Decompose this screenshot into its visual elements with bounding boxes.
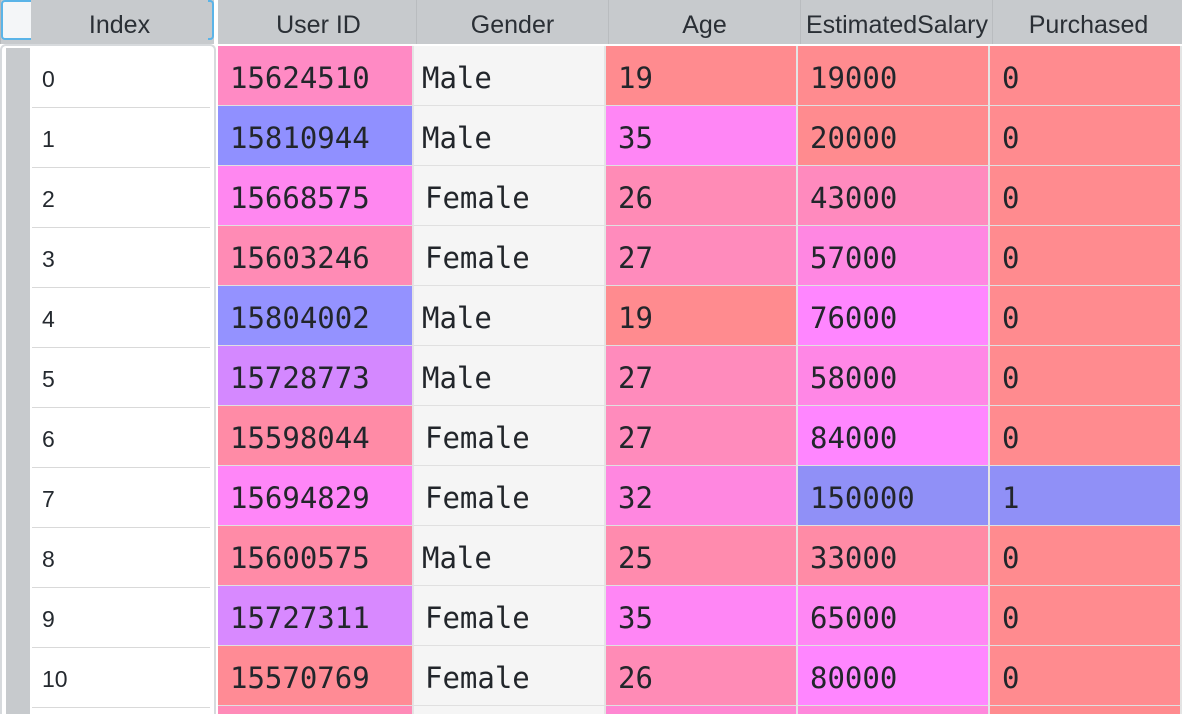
row-index-cell[interactable]: 7 [32,468,210,528]
cell-salary[interactable]: 84000 [798,406,990,466]
cell-salary[interactable]: 80000 [798,646,990,706]
cell-salary[interactable]: 19000 [798,46,990,106]
cell-user-id[interactable]: 15603246 [218,226,414,286]
cell-user-id[interactable]: 15668575 [218,166,414,226]
cell-gender[interactable]: Female [414,166,606,226]
row-index-cell[interactable] [32,708,210,714]
table-row[interactable]: 15694829 Female 32 150000 1 [218,466,1182,526]
row-index-cell[interactable]: 1 [32,108,210,168]
cell-gender[interactable]: Female [414,646,606,706]
cell-gender[interactable]: Female [414,466,606,526]
table-row[interactable]: 15668575 Female 26 43000 0 [218,166,1182,226]
row-index-cell[interactable]: 8 [32,528,210,588]
cell-purchased[interactable]: 0 [990,646,1182,706]
cell-salary[interactable]: 58000 [798,346,990,406]
cell-purchased[interactable]: 0 [990,46,1182,106]
cell-salary[interactable]: 150000 [798,466,990,526]
cell-user-id[interactable]: 15727311 [218,586,414,646]
table-row[interactable]: 15804002 Male 19 76000 0 [218,286,1182,346]
cell-age[interactable]: 19 [606,46,798,106]
table-row[interactable]: 15598044 Female 27 84000 0 [218,406,1182,466]
column-header-salary[interactable]: EstimatedSalary [801,0,993,44]
cell-age[interactable] [606,706,798,714]
dataframe-grid[interactable]: 15624510 Male 19 19000 0 15810944 Male 35 20000 0… [218,44,1182,714]
cell-purchased[interactable]: 0 [990,526,1182,586]
cell-user-id[interactable]: 15810944 [218,106,414,166]
cell-purchased[interactable]: 0 [990,586,1182,646]
cell-gender[interactable] [414,706,606,714]
index-header-focus-left [1,0,31,40]
column-header-user-id[interactable]: User ID [221,0,417,44]
row-selector-gutter[interactable] [6,48,30,714]
cell-purchased[interactable]: 0 [990,226,1182,286]
table-row[interactable]: 15727311 Female 35 65000 0 [218,586,1182,646]
index-column-header[interactable]: Index [0,0,214,44]
table-row[interactable]: 15624510 Male 19 19000 0 [218,46,1182,106]
cell-gender[interactable]: Male [414,46,606,106]
cell-user-id[interactable]: 15804002 [218,286,414,346]
cell-user-id[interactable]: 15728773 [218,346,414,406]
cell-user-id[interactable] [218,706,414,714]
table-row[interactable]: 15728773 Male 27 58000 0 [218,346,1182,406]
cell-salary[interactable]: 43000 [798,166,990,226]
cell-user-id[interactable]: 15598044 [218,406,414,466]
cell-gender[interactable]: Female [414,406,606,466]
column-header-purchased[interactable]: Purchased [993,0,1182,44]
cell-salary[interactable]: 76000 [798,286,990,346]
row-index-cell[interactable]: 5 [32,348,210,408]
cell-user-id[interactable]: 15624510 [218,46,414,106]
cell-user-id[interactable]: 15600575 [218,526,414,586]
cell-salary[interactable]: 20000 [798,106,990,166]
cell-salary[interactable]: 57000 [798,226,990,286]
row-index-cell[interactable]: 9 [32,588,210,648]
column-header-age[interactable]: Age [609,0,801,44]
row-index-cell[interactable]: 10 [32,648,210,708]
cell-purchased[interactable]: 0 [990,166,1182,226]
index-header-focus-right [208,0,214,40]
row-index-cell[interactable]: 3 [32,228,210,288]
cell-gender[interactable]: Male [414,286,606,346]
cell-age[interactable]: 27 [606,226,798,286]
row-index-cell[interactable]: 0 [32,48,210,108]
cell-purchased[interactable]: 0 [990,346,1182,406]
cell-purchased[interactable]: 1 [990,466,1182,526]
index-header-label: Index [88,11,151,39]
cell-gender[interactable]: Male [414,106,606,166]
cell-gender[interactable]: Female [414,586,606,646]
table-row[interactable]: 15570769 Female 26 80000 0 [218,646,1182,706]
row-index-cell[interactable]: 4 [32,288,210,348]
cell-age[interactable]: 35 [606,586,798,646]
cell-purchased[interactable]: 0 [990,406,1182,466]
cell-gender[interactable]: Male [414,346,606,406]
table-row[interactable]: 15810944 Male 35 20000 0 [218,106,1182,166]
cell-age[interactable]: 19 [606,286,798,346]
row-index-cell[interactable]: 6 [32,408,210,468]
cell-salary[interactable]: 33000 [798,526,990,586]
cell-age[interactable]: 27 [606,406,798,466]
column-header-row: User ID Gender Age EstimatedSalary Purchased [218,0,1182,44]
table-row[interactable]: 15603246 Female 27 57000 0 [218,226,1182,286]
cell-user-id[interactable]: 15570769 [218,646,414,706]
cell-age[interactable]: 26 [606,646,798,706]
cell-age[interactable]: 27 [606,346,798,406]
cell-user-id[interactable]: 15694829 [218,466,414,526]
cell-salary[interactable] [798,706,990,714]
cell-age[interactable]: 26 [606,166,798,226]
cell-purchased[interactable]: 0 [990,286,1182,346]
table-row[interactable]: 15600575 Male 25 33000 0 [218,526,1182,586]
cell-age[interactable]: 32 [606,466,798,526]
row-index-cell[interactable]: 2 [32,168,210,228]
cell-gender[interactable]: Male [414,526,606,586]
cell-age[interactable]: 25 [606,526,798,586]
table-row[interactable] [218,706,1182,714]
cell-purchased[interactable] [990,706,1182,714]
cell-age[interactable]: 35 [606,106,798,166]
index-pane: 0 1 2 3 4 5 6 7 8 9 10 [0,44,216,714]
cell-purchased[interactable]: 0 [990,106,1182,166]
cell-salary[interactable]: 65000 [798,586,990,646]
column-header-gender[interactable]: Gender [417,0,609,44]
cell-gender[interactable]: Female [414,226,606,286]
